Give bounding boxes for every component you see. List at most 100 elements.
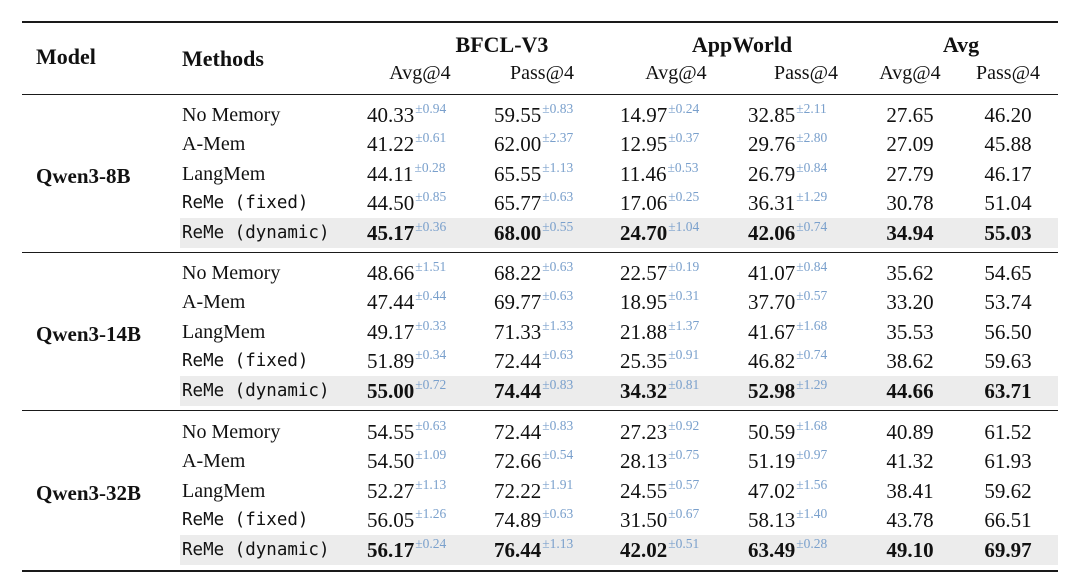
method-label: A-Mem [182, 450, 246, 473]
score-value: 59.55 [494, 103, 542, 127]
std-dev: ±0.51 [668, 535, 700, 551]
table-row: ReMe (dynamic) 55.00±0.72 74.44±0.83 34.32±… [22, 377, 1058, 406]
std-dev: ±0.81 [668, 376, 700, 392]
std-dev: ±1.51 [415, 259, 447, 274]
avg-pass-cell: 54.65 [984, 261, 1032, 285]
score-value: 52.98 [748, 378, 796, 403]
score-value: 65.55 [494, 161, 542, 186]
header-group-avg: Avg [942, 32, 980, 57]
std-dev: ±1.13 [415, 476, 447, 492]
table-row: ReMe (dynamic) 45.17±0.36 68.00±0.55 24.70±… [22, 219, 1058, 248]
score-cell: 26.79±0.84 [748, 160, 827, 189]
score-value: 12.95 [620, 132, 668, 157]
std-dev: ±0.84 [796, 259, 828, 274]
method-label: ReMe (fixed) [182, 193, 309, 214]
std-dev: ±0.83 [542, 376, 574, 392]
model-label: Qwen3-32B [36, 480, 141, 505]
avg-avg-cell: 41.32 [886, 449, 934, 474]
std-dev: ±0.31 [668, 288, 700, 304]
score-value: 46.82 [748, 349, 796, 374]
score-cell: 47.44±0.44 [367, 288, 446, 317]
avg-pass-cell: 46.20 [984, 103, 1032, 127]
header-metric: Pass@4 [510, 62, 574, 84]
score-cell: 21.88±1.37 [620, 318, 699, 347]
score-value: 42.02 [620, 537, 668, 562]
table-row: ReMe (dynamic) 56.17±0.24 76.44±1.13 42.02±… [22, 536, 1058, 565]
header-metric: Pass@4 [774, 62, 838, 84]
score-value: 41.22 [367, 132, 415, 157]
std-dev: ±0.67 [668, 506, 700, 522]
std-dev: ±1.37 [668, 317, 700, 333]
score-value: 40.33 [367, 103, 415, 127]
avg-avg-cell: 38.41 [886, 478, 934, 503]
avg-pass-cell: 63.71 [984, 378, 1032, 403]
score-value: 45.17 [367, 220, 415, 245]
std-dev: ±0.37 [668, 130, 700, 146]
std-dev: ±1.29 [796, 189, 828, 205]
score-cell: 74.44±0.83 [494, 377, 573, 406]
score-cell: 42.06±0.74 [748, 219, 827, 248]
std-dev: ±0.63 [542, 347, 574, 363]
std-dev: ±0.25 [668, 189, 700, 205]
score-value: 69.77 [494, 290, 542, 315]
score-value: 34.32 [620, 378, 668, 403]
std-dev: ±0.36 [415, 218, 447, 234]
score-cell: 41.07±0.84 [748, 259, 827, 288]
table-row: ReMe (fixed) 51.89±0.34 72.44±0.63 25.35±0.… [22, 347, 1058, 376]
header-group-bfcl: BFCL-V3 [455, 32, 549, 57]
method-label: ReMe (fixed) [182, 510, 309, 531]
std-dev: ±1.91 [542, 476, 574, 492]
score-cell: 32.85±2.11 [748, 101, 827, 130]
avg-avg-cell: 35.53 [886, 319, 934, 344]
highlight-band [180, 534, 1058, 565]
std-dev: ±0.53 [667, 159, 699, 175]
score-cell: 58.13±1.40 [748, 506, 827, 535]
score-value: 26.79 [748, 161, 796, 186]
avg-avg-cell: 49.10 [886, 537, 934, 562]
avg-pass-cell: 61.52 [984, 420, 1032, 444]
score-cell: 51.19±0.97 [748, 447, 827, 476]
score-cell: 56.05±1.26 [367, 506, 446, 535]
std-dev: ±0.57 [796, 288, 828, 304]
score-cell: 50.59±1.68 [748, 418, 827, 447]
method-label: LangMem [182, 162, 266, 185]
header-rule [22, 94, 1058, 95]
score-value: 62.00 [494, 132, 542, 157]
std-dev: ±0.83 [542, 101, 574, 116]
table-row: LangMem 52.27±1.13 72.22±1.91 24.55±0.57 47.… [22, 477, 1058, 506]
avg-avg-cell: 40.89 [886, 420, 934, 444]
score-value: 68.00 [494, 220, 542, 245]
std-dev: ±0.85 [415, 189, 447, 205]
score-cell: 48.66±1.51 [367, 259, 446, 288]
score-cell: 72.44±0.63 [494, 347, 573, 376]
score-cell: 22.57±0.19 [620, 259, 699, 288]
score-value: 50.59 [748, 420, 796, 444]
method-label: LangMem [182, 479, 266, 502]
score-cell: 68.00±0.55 [494, 219, 573, 248]
table-row: LangMem 44.11±0.28 65.55±1.13 11.46±0.53 26.… [22, 160, 1058, 189]
avg-avg-cell: 43.78 [886, 508, 934, 533]
table-row: No Memory 54.55±0.63 72.44±0.83 27.23±0.92 5… [22, 418, 1058, 447]
score-cell: 28.13±0.75 [620, 447, 699, 476]
score-cell: 25.35±0.91 [620, 347, 699, 376]
score-value: 28.13 [620, 449, 668, 474]
score-value: 72.22 [494, 478, 542, 503]
method-label: ReMe (fixed) [182, 351, 309, 372]
std-dev: ±0.84 [796, 159, 828, 175]
std-dev: ±0.63 [542, 189, 574, 205]
score-cell: 34.32±0.81 [620, 377, 699, 406]
score-cell: 11.46±0.53 [620, 160, 699, 189]
score-cell: 14.97±0.24 [620, 101, 699, 130]
std-dev: ±0.63 [415, 418, 447, 433]
score-cell: 54.50±1.09 [367, 447, 446, 476]
score-value: 56.05 [367, 508, 415, 533]
std-dev: ±1.13 [542, 535, 574, 551]
score-cell: 76.44±1.13 [494, 536, 573, 565]
score-cell: 71.33±1.33 [494, 318, 573, 347]
score-cell: 56.17±0.24 [367, 536, 446, 565]
avg-avg-cell: 38.62 [886, 349, 934, 374]
model-label: Qwen3-8B [36, 163, 131, 188]
header-metric: Avg@4 [389, 62, 451, 84]
score-value: 41.67 [748, 319, 796, 344]
avg-pass-cell: 55.03 [984, 220, 1032, 245]
